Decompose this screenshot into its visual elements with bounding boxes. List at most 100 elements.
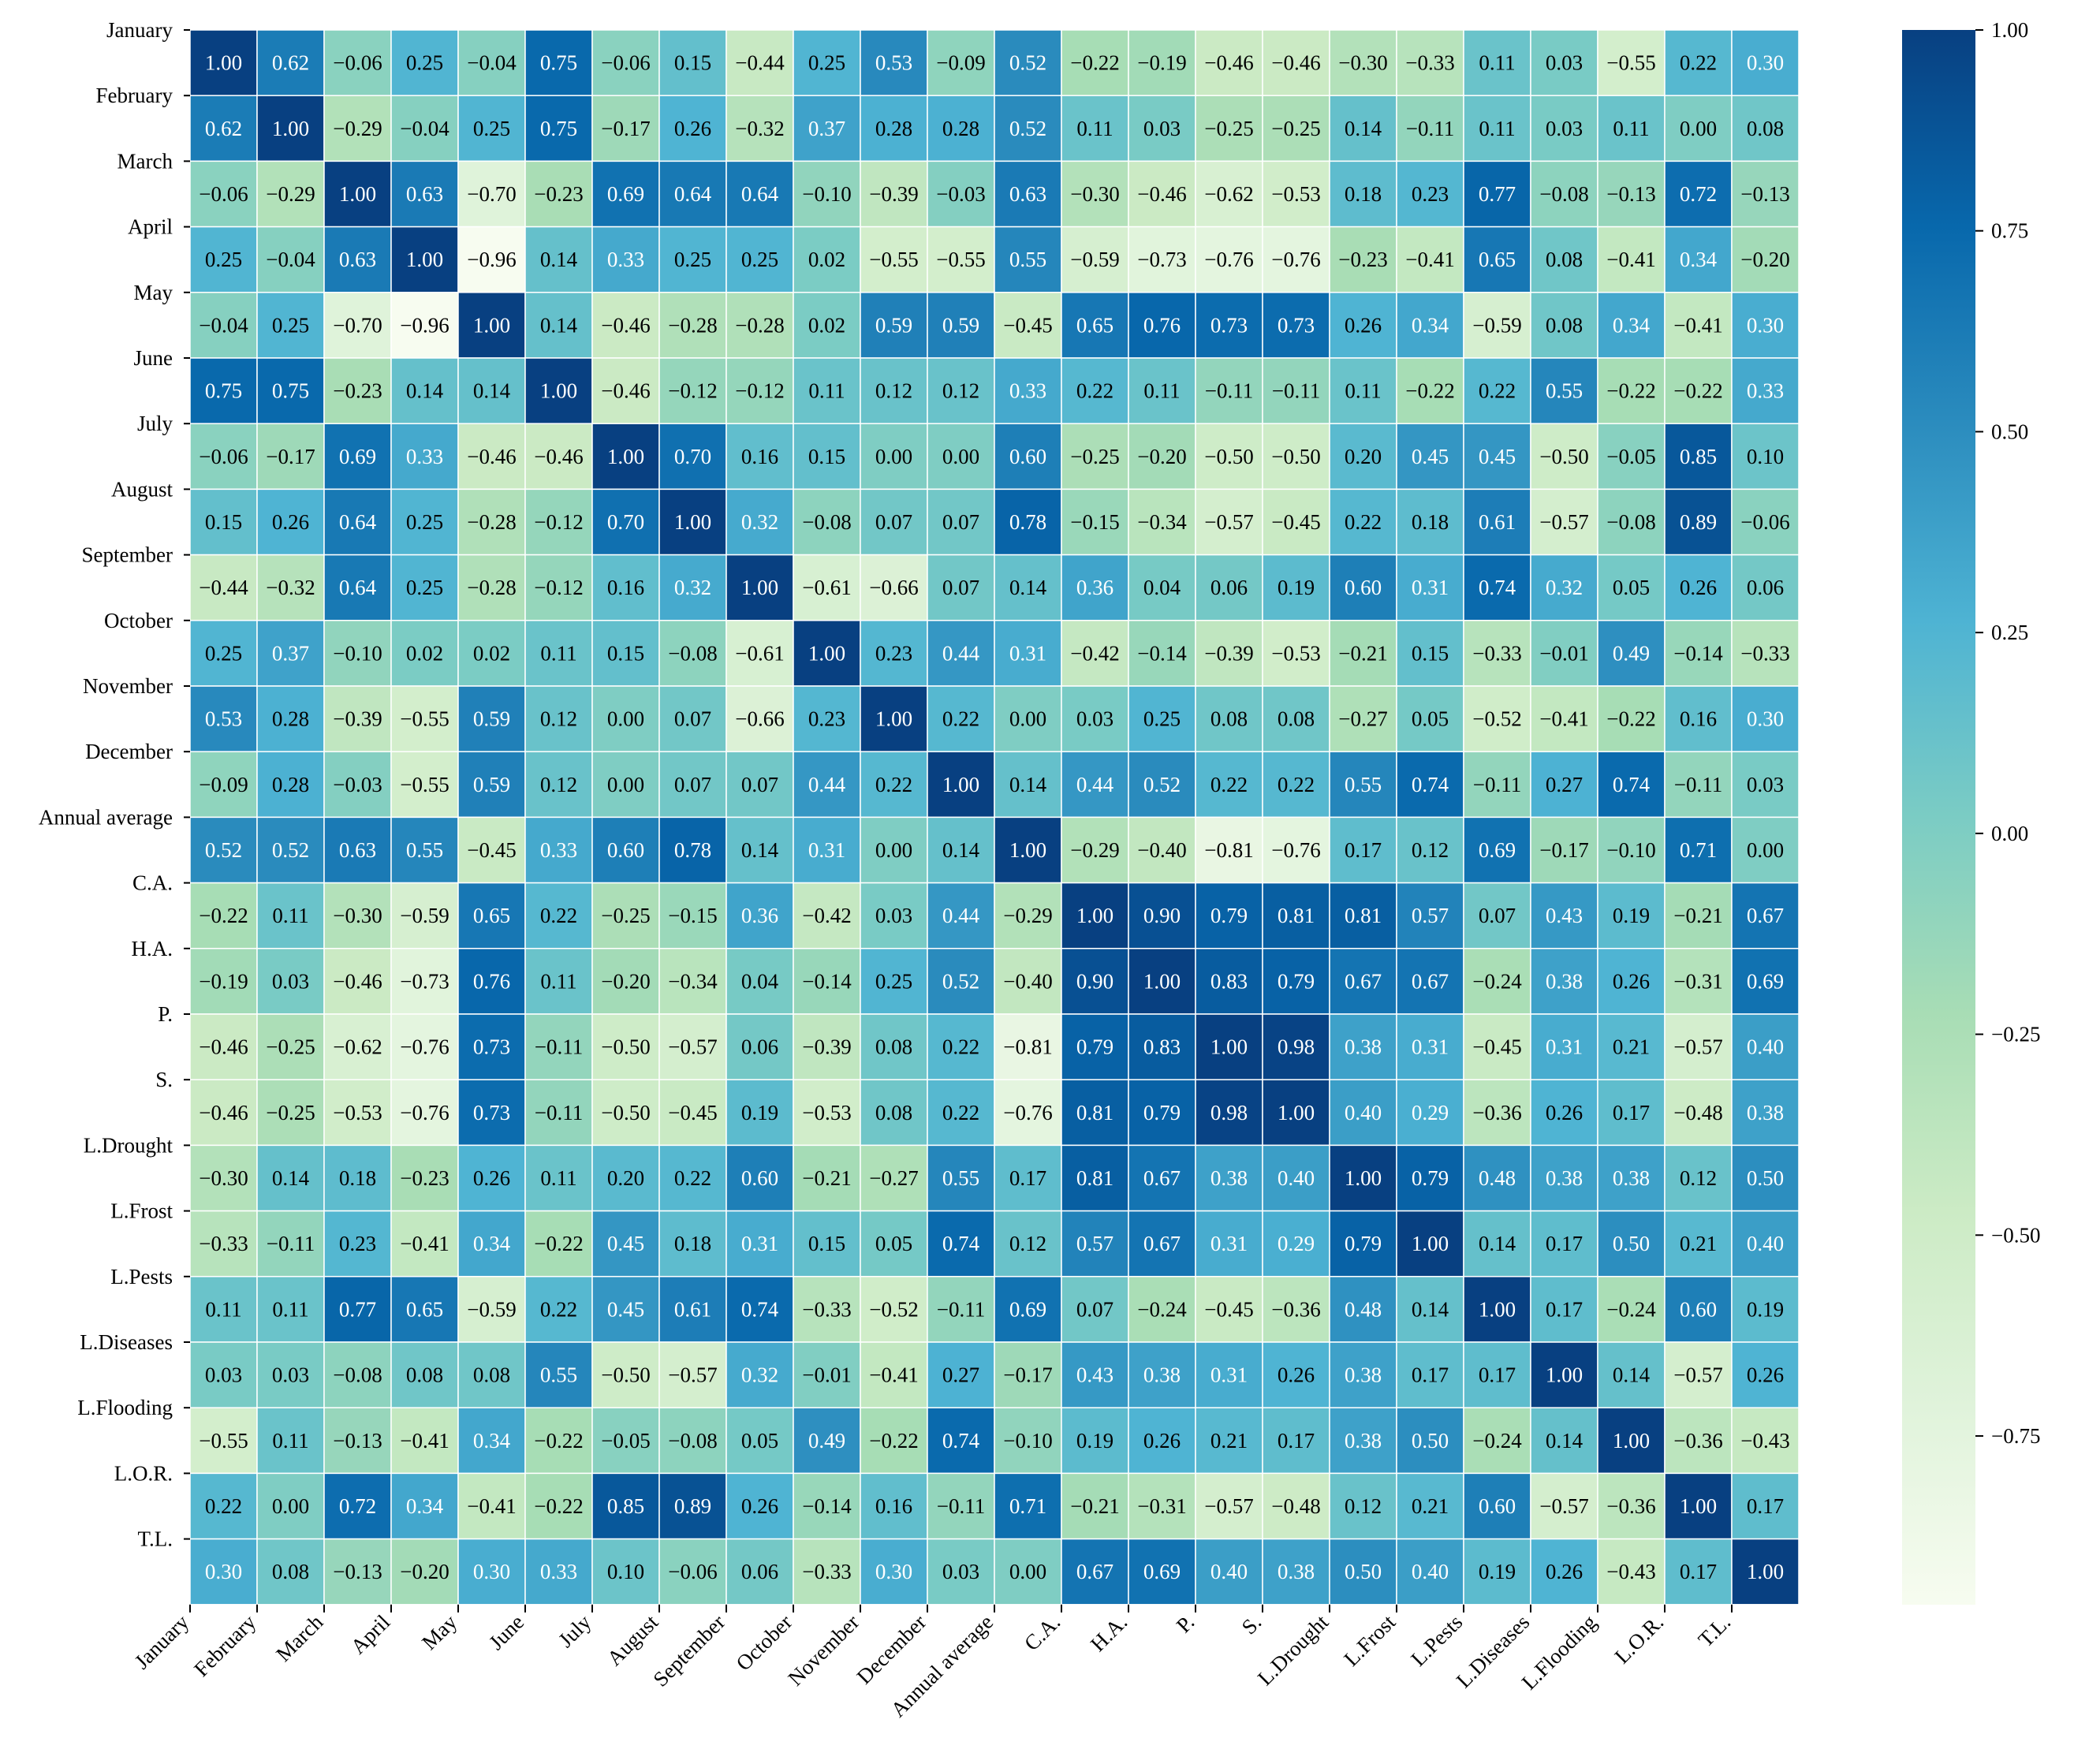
cell-value-label: −0.46 (601, 313, 650, 337)
y-tick-label-september: September (82, 543, 173, 567)
cell-value-label: −0.41 (400, 1429, 449, 1453)
cell-value-label: −0.76 (1271, 248, 1320, 271)
cell-value-label: 1.00 (607, 445, 644, 468)
cell-value-label: 0.62 (272, 51, 309, 75)
cell-value-label: 0.11 (1345, 379, 1381, 403)
heatmap-cell (256, 160, 325, 228)
cell-value-label: 0.74 (741, 1297, 779, 1321)
heatmap-cell (457, 685, 526, 752)
heatmap-cell (1396, 488, 1464, 556)
heatmap-cell (1262, 423, 1330, 490)
heatmap-cell (1463, 1341, 1531, 1408)
cell-value-label: −0.46 (199, 1101, 248, 1124)
cell-value-label: −0.08 (802, 510, 851, 534)
cell-value-label: 0.67 (1412, 969, 1449, 993)
heatmap-cell (860, 751, 928, 819)
cell-value-label: 0.03 (1747, 773, 1784, 796)
cell-value-label: −0.13 (333, 1429, 382, 1453)
heatmap-cell (1530, 685, 1598, 752)
cell-value-label: 1.00 (808, 641, 845, 665)
cell-value-label: 0.07 (942, 510, 979, 534)
heatmap-cell (390, 488, 459, 556)
heatmap-cell (457, 620, 526, 687)
cell-value-label: 0.00 (1747, 838, 1784, 862)
cell-value-label: 0.29 (1278, 1232, 1315, 1255)
cell-value-label: 0.75 (540, 51, 577, 75)
heatmap-cell (927, 357, 995, 424)
cell-value-label: 0.02 (473, 641, 510, 665)
heatmap-cell (1530, 1538, 1598, 1606)
cell-value-label: 0.74 (1412, 773, 1449, 796)
cell-value-label: −0.14 (802, 1494, 852, 1518)
heatmap-cell (860, 357, 928, 424)
cell-value-label: 0.74 (1479, 576, 1516, 599)
heatmap-cell (1262, 751, 1330, 819)
cell-value-label: 0.06 (741, 1035, 778, 1059)
cell-value-label: 0.90 (1143, 904, 1181, 927)
cell-value-label: 0.45 (607, 1232, 644, 1255)
heatmap-cell (1463, 948, 1531, 1015)
cell-value-label: 0.12 (1009, 1232, 1046, 1255)
cell-value-label: 0.72 (339, 1494, 376, 1518)
heatmap-cell (1262, 1276, 1330, 1343)
cell-value-label: 0.71 (1680, 838, 1717, 862)
cell-value-label: 0.04 (741, 969, 779, 993)
cell-value-label: −0.22 (534, 1232, 583, 1255)
cell-value-label: 0.32 (674, 576, 711, 599)
cell-value-label: 0.07 (674, 773, 711, 796)
cell-value-label: −0.46 (534, 445, 583, 468)
cell-value-label: −0.62 (333, 1035, 382, 1059)
heatmap-cell (1195, 160, 1263, 228)
heatmap-cell (457, 1538, 526, 1606)
cell-value-label: −0.11 (1473, 773, 1521, 796)
cell-value-label: 0.03 (1143, 117, 1181, 140)
cell-value-label: 1.00 (1009, 838, 1046, 862)
cell-value-label: −0.57 (668, 1363, 717, 1387)
heatmap-cell (591, 554, 660, 621)
heatmap-cell (658, 882, 727, 949)
heatmap-cell (1530, 751, 1598, 819)
cell-value-label: −0.04 (467, 51, 517, 75)
cell-value-label: −0.03 (333, 773, 382, 796)
heatmap-cell (189, 423, 258, 490)
cell-value-label: 0.38 (1345, 1363, 1382, 1387)
cell-value-label: 0.32 (741, 510, 778, 534)
cell-value-label: 0.26 (1143, 1429, 1181, 1453)
heatmap-cell (927, 95, 995, 162)
cell-value-label: 0.55 (1009, 248, 1046, 271)
cell-value-label: −0.45 (668, 1101, 717, 1124)
heatmap-cell (658, 1472, 727, 1540)
cell-value-label: 0.23 (875, 641, 912, 665)
cell-value-label: −0.11 (1674, 773, 1722, 796)
cell-value-label: −0.96 (400, 313, 449, 337)
cell-value-label: 0.30 (875, 1560, 912, 1583)
cell-value-label: 0.78 (674, 838, 711, 862)
heatmap-cell (994, 423, 1062, 490)
cell-value-label: 0.34 (406, 1494, 444, 1518)
cell-value-label: 0.49 (1613, 641, 1650, 665)
cell-value-label: 0.05 (741, 1429, 778, 1453)
cell-value-label: −0.57 (1539, 1494, 1588, 1518)
heatmap-cell (1195, 292, 1263, 359)
cell-value-label: 1.00 (540, 379, 577, 403)
cell-value-label: −0.10 (802, 182, 851, 206)
heatmap-cell (1128, 554, 1196, 621)
heatmap-cell (1128, 1538, 1196, 1606)
heatmap-cell (726, 1079, 794, 1147)
heatmap-cell (1329, 357, 1397, 424)
cell-value-label: −0.11 (937, 1297, 985, 1321)
cell-value-label: 0.22 (205, 1494, 242, 1518)
x-tick-label-p: P. (1172, 1610, 1199, 1637)
heatmap-cell (793, 488, 861, 556)
heatmap-cell (1731, 816, 1800, 884)
heatmap-cell (1061, 357, 1129, 424)
heatmap-cell (1195, 948, 1263, 1015)
heatmap-cell (591, 1144, 660, 1212)
cell-value-label: −0.55 (869, 248, 918, 271)
heatmap-cell (524, 1341, 593, 1408)
cell-value-label: −0.01 (802, 1363, 851, 1387)
cell-value-label: 0.69 (1479, 838, 1516, 862)
heatmap-cell (457, 1472, 526, 1540)
cell-value-label: 0.14 (1479, 1232, 1516, 1255)
cell-value-label: −0.06 (1740, 510, 1789, 534)
